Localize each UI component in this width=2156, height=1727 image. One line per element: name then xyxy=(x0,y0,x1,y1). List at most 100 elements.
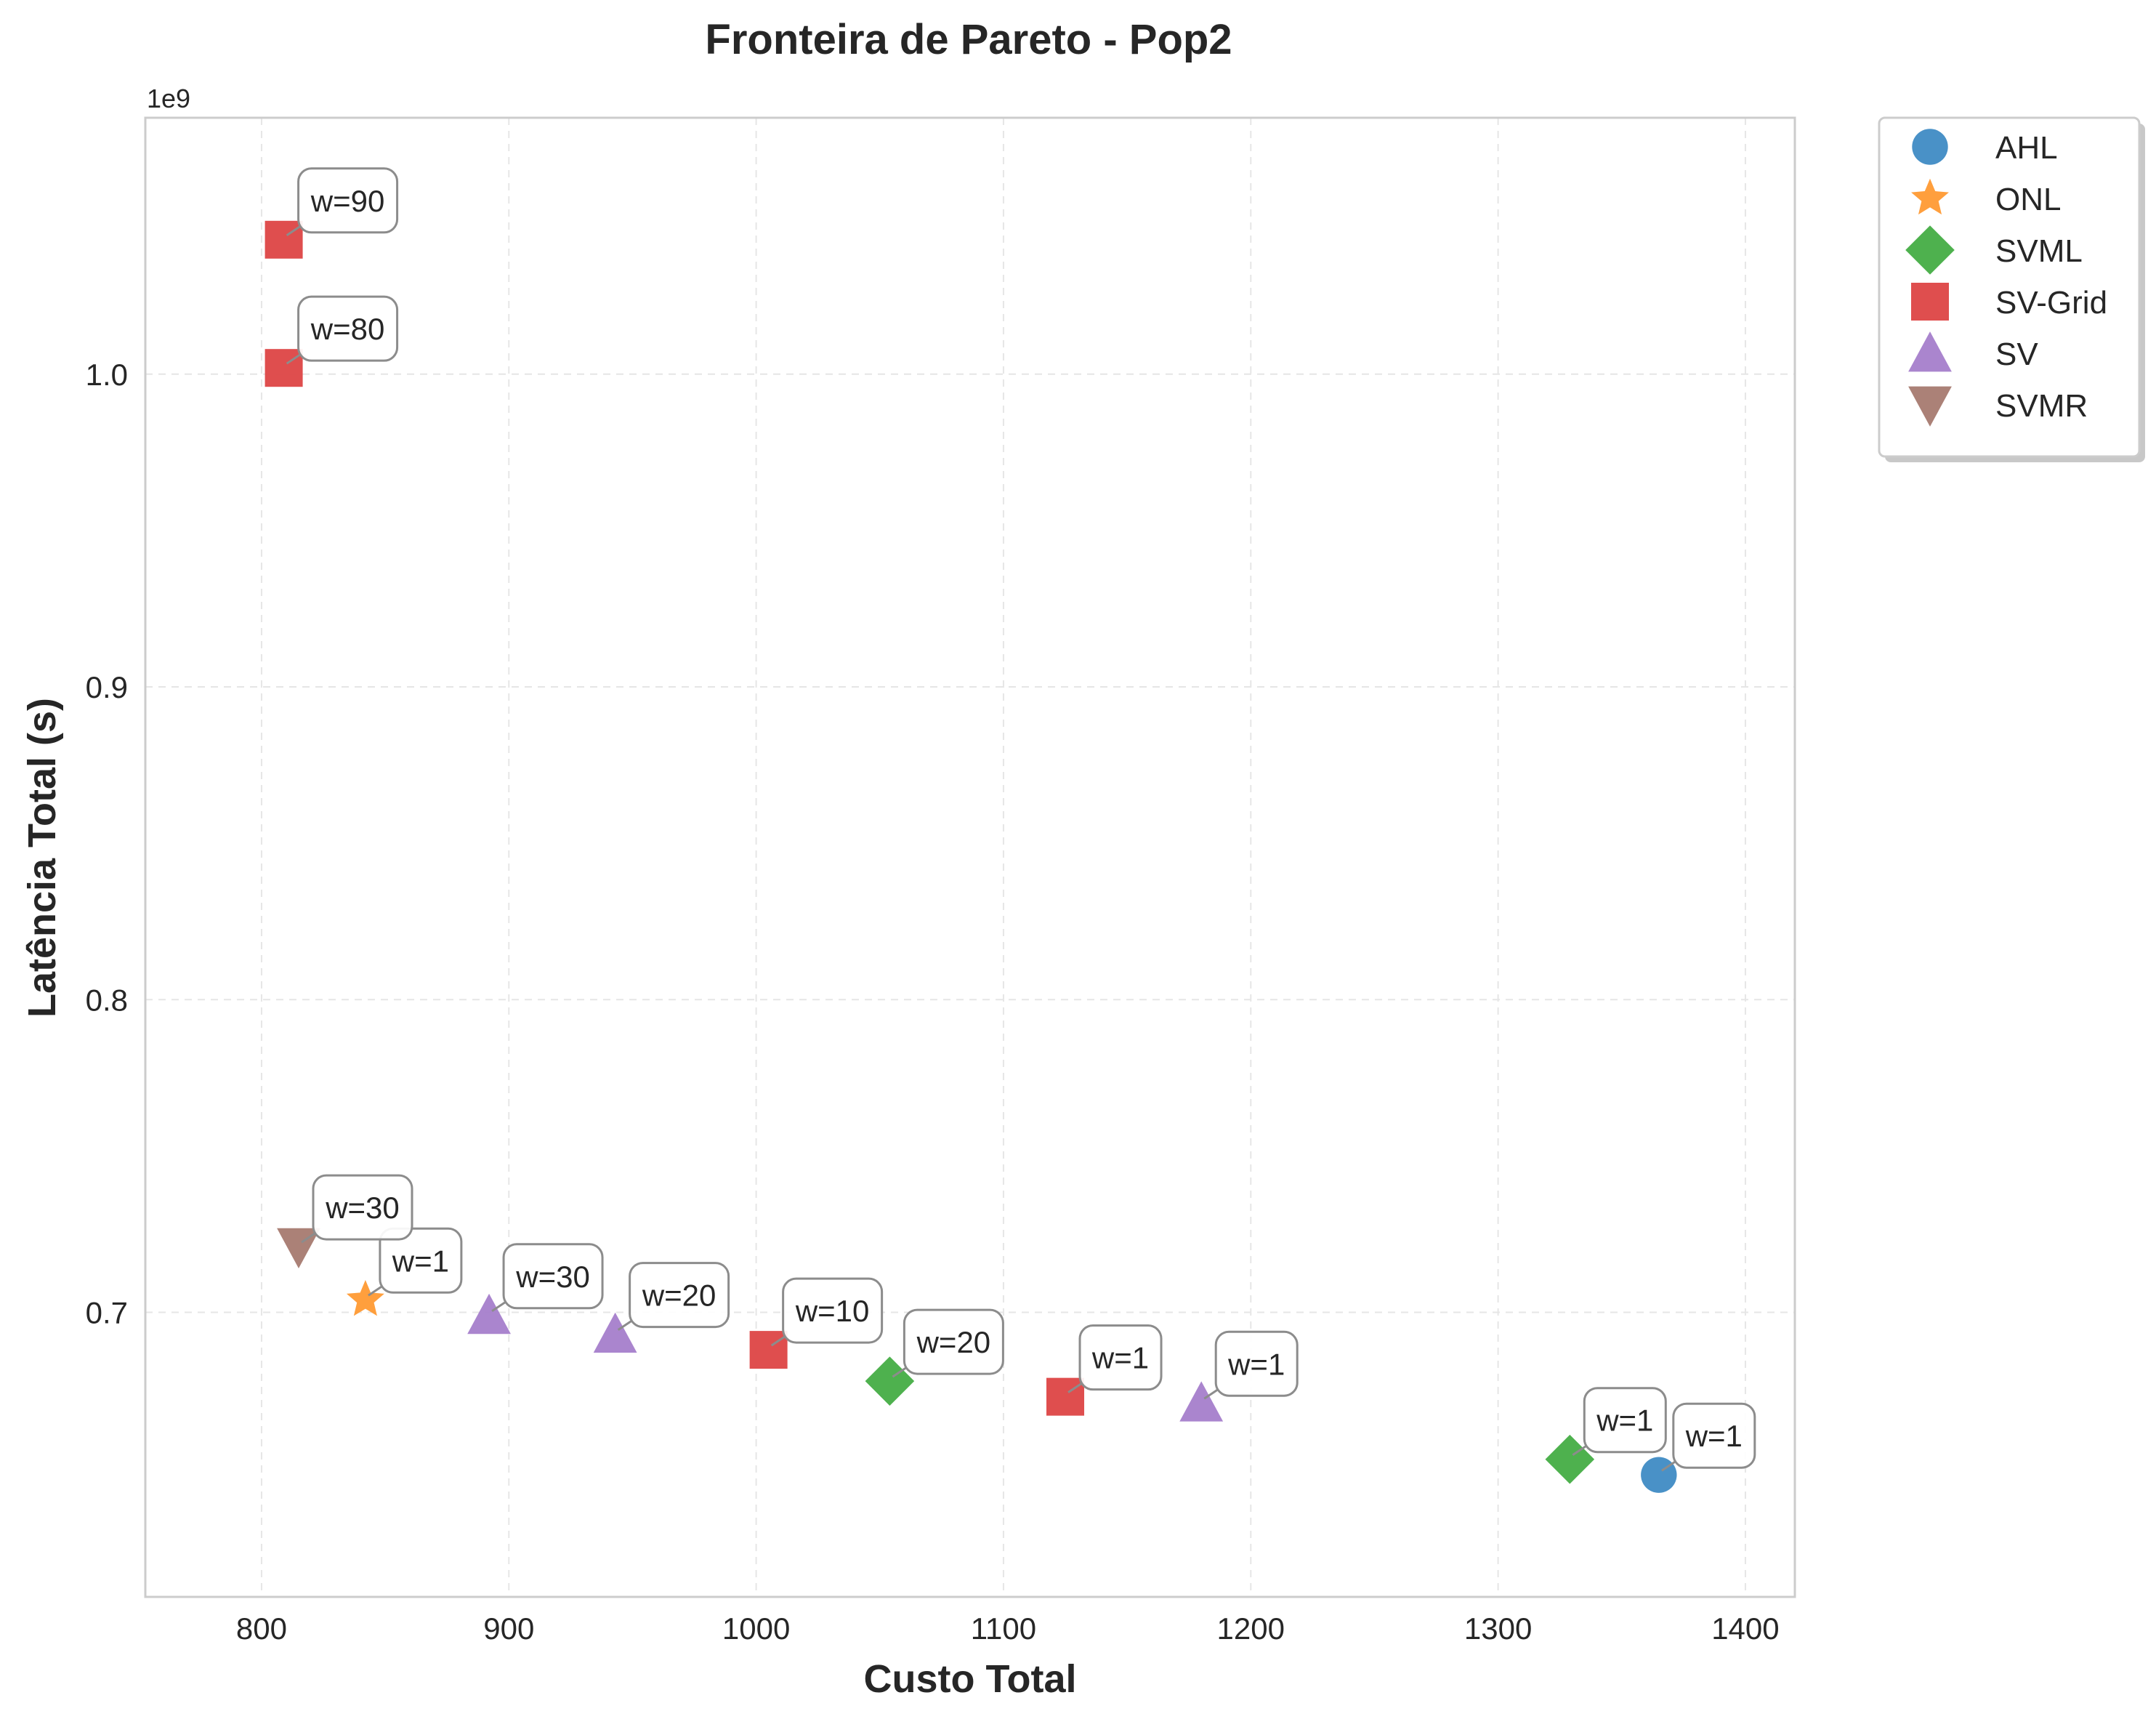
annotation-box xyxy=(1078,1324,1163,1391)
y-axis-label: Latência Total (s) xyxy=(20,698,64,1018)
legend-marker xyxy=(1912,129,1948,165)
data-point xyxy=(467,1293,511,1334)
point-annotation: w=1 xyxy=(1203,1330,1299,1400)
legend-entry: ONL xyxy=(1911,178,2061,217)
annotation-label: w=20 xyxy=(916,1325,991,1359)
annotation-label: w=80 xyxy=(310,312,385,346)
point-annotation: w=1 xyxy=(368,1227,463,1297)
annotation-leader xyxy=(1203,1389,1219,1400)
data-point xyxy=(749,1331,788,1369)
annotation-box xyxy=(297,167,399,234)
annotation-leader xyxy=(301,1232,315,1244)
legend: AHL ONL SVML SV-Grid SV SVMR xyxy=(1878,116,2145,462)
annotation-label: w=20 xyxy=(642,1279,716,1313)
legend-entry: AHL xyxy=(1912,129,2058,166)
legend-label: SVMR xyxy=(1995,388,2088,424)
y-tick-label: 0.7 xyxy=(86,1295,128,1329)
data-point xyxy=(1046,1377,1085,1416)
annotation-box xyxy=(1672,1402,1756,1469)
annotation-label: w=30 xyxy=(325,1191,400,1225)
plot-area-frame xyxy=(144,116,1796,1598)
legend-marker xyxy=(1911,283,1949,321)
y-tick-label: 1.0 xyxy=(86,358,128,392)
legend-label: SV xyxy=(1995,337,2038,372)
annotation-leader xyxy=(1572,1445,1587,1456)
x-tick-label: 800 xyxy=(236,1611,287,1646)
data-point xyxy=(865,1356,915,1406)
legend-entry: SVML xyxy=(1905,225,2083,275)
annotation-box xyxy=(1583,1387,1667,1454)
legend-marker xyxy=(1908,386,1952,427)
annotation-label: w=1 xyxy=(392,1244,449,1278)
point-annotation: w=30 xyxy=(301,1174,413,1244)
annotation-label: w=10 xyxy=(795,1294,870,1328)
annotation-box xyxy=(502,1243,604,1310)
annotation-leader xyxy=(892,1366,907,1378)
x-tick-label: 1100 xyxy=(971,1611,1036,1646)
series-sv xyxy=(467,1293,1224,1422)
annotation-box xyxy=(782,1277,884,1344)
point-annotation: w=90 xyxy=(286,167,399,237)
point-annotation: w=30 xyxy=(491,1243,604,1313)
point-annotation: w=1 xyxy=(1067,1324,1163,1393)
annotation-box xyxy=(312,1174,413,1241)
annotation-leader xyxy=(491,1301,506,1313)
x-tick-label: 1000 xyxy=(722,1611,790,1646)
series-onl xyxy=(346,1279,384,1316)
annotation-leader xyxy=(1067,1382,1082,1393)
annotation-label: w=1 xyxy=(1685,1419,1743,1453)
annotation-box xyxy=(629,1262,730,1329)
x-tick-label: 900 xyxy=(483,1611,534,1646)
series-svml xyxy=(865,1356,1595,1484)
legend-marker xyxy=(1905,225,1955,275)
legend-entry: SV-Grid xyxy=(1911,283,2107,321)
annotation-label: w=1 xyxy=(1091,1341,1149,1375)
annotation-box xyxy=(379,1227,463,1294)
annotation-leader xyxy=(286,353,301,365)
point-annotation: w=1 xyxy=(1660,1402,1756,1472)
legend-entry: SVMR xyxy=(1908,386,2088,427)
legend-box xyxy=(1878,116,2141,458)
data-point xyxy=(265,349,303,387)
x-tick-label: 1200 xyxy=(1217,1611,1285,1646)
annotation-leader xyxy=(368,1286,382,1297)
legend-label: SVML xyxy=(1995,233,2083,269)
data-point xyxy=(1641,1457,1677,1493)
annotation-leader xyxy=(770,1335,786,1347)
data-point xyxy=(593,1312,637,1353)
ticks-layer: 800 900 1000 1100 1200 1300 1400 0.7 0.8 0.9 1.0 xyxy=(86,358,1780,1646)
data-point xyxy=(1179,1381,1224,1422)
annotation-leader xyxy=(286,225,301,237)
x-tick-label: 1300 xyxy=(1464,1611,1532,1646)
series-sv-grid xyxy=(265,220,1085,1416)
annotation-label: w=1 xyxy=(1227,1347,1285,1381)
annotation-box xyxy=(297,295,399,362)
legend-entry: SV xyxy=(1908,331,2038,372)
y-tick-label: 0.8 xyxy=(86,983,128,1017)
legend-marker xyxy=(1911,178,1949,215)
annotation-leader xyxy=(617,1320,632,1331)
annotation-label: w=1 xyxy=(1596,1404,1653,1438)
y-tick-label: 0.9 xyxy=(86,670,128,704)
annotation-leader xyxy=(1660,1460,1676,1472)
point-annotation: w=20 xyxy=(892,1308,1004,1378)
point-annotation: w=10 xyxy=(770,1277,884,1347)
annotation-layer: w=1 w=1 w=20 w=1 w=90 w=80 w=10 w=1 w=30 w=20 w=1 w… xyxy=(286,167,1756,1472)
annotation-label: w=30 xyxy=(515,1260,590,1294)
point-annotation: w=20 xyxy=(617,1262,730,1331)
legend-label: SV-Grid xyxy=(1995,285,2107,321)
series-ahl xyxy=(1641,1457,1677,1493)
point-annotation: w=80 xyxy=(286,295,399,365)
x-axis-label: Custo Total xyxy=(864,1657,1077,1701)
legend-marker xyxy=(1908,331,1952,372)
chart-title: Fronteira de Pareto - Pop2 xyxy=(705,16,1232,63)
data-point xyxy=(346,1279,384,1316)
y-axis-offset-label: 1e9 xyxy=(147,84,190,113)
annotation-box xyxy=(1214,1330,1299,1397)
point-annotation: w=1 xyxy=(1572,1387,1667,1456)
legend-label: AHL xyxy=(1995,130,2058,166)
data-point xyxy=(265,220,303,259)
legend-label: ONL xyxy=(1995,182,2061,217)
